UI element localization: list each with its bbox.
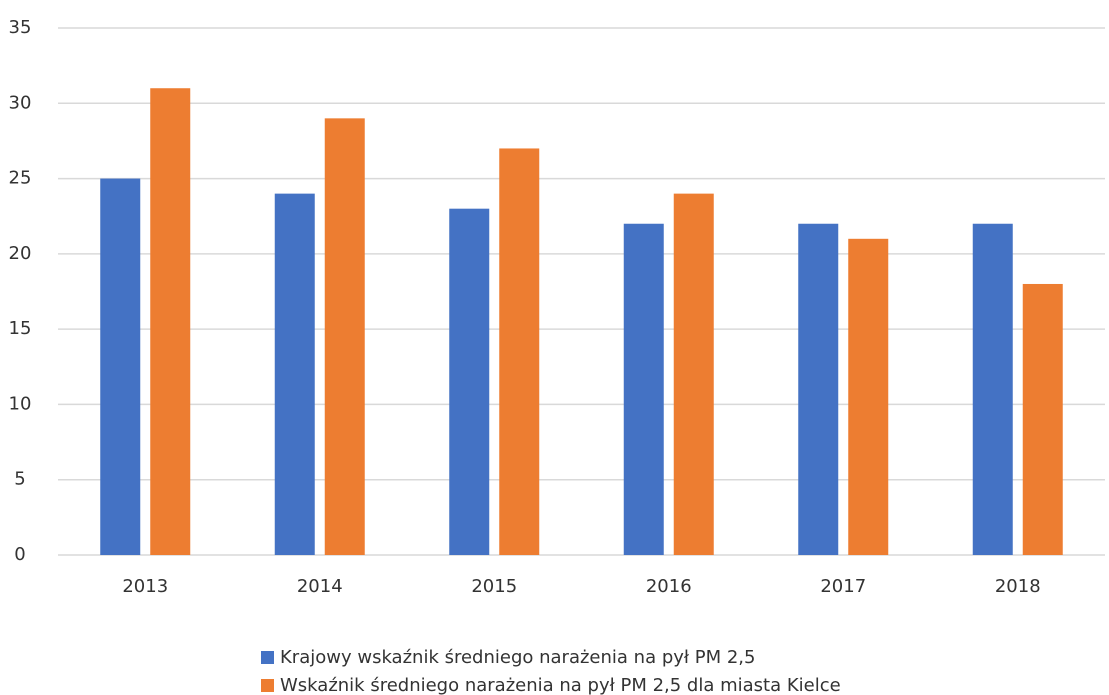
x-tick-label: 2013 — [122, 576, 168, 597]
x-tick-label: 2014 — [297, 576, 343, 597]
bar — [1022, 283, 1063, 555]
x-tick-label: 2018 — [995, 576, 1041, 597]
bar — [150, 88, 191, 555]
y-tick-label: 10 — [9, 393, 32, 414]
bar — [449, 208, 490, 555]
x-tick-label: 2015 — [471, 576, 517, 597]
y-tick-label: 0 — [14, 544, 25, 565]
y-tick-label: 5 — [14, 469, 25, 490]
bar — [274, 193, 315, 555]
x-tick-label: 2017 — [820, 576, 866, 597]
x-tick-label: 2016 — [646, 576, 692, 597]
legend-swatch — [261, 679, 274, 692]
y-tick-label: 20 — [9, 243, 32, 264]
y-tick-label: 25 — [9, 168, 32, 189]
bar — [972, 223, 1013, 555]
legend-swatch — [261, 651, 274, 664]
bar — [623, 223, 664, 555]
bar — [100, 178, 141, 556]
y-tick-label: 35 — [9, 17, 32, 38]
bar — [673, 193, 714, 555]
y-tick-label: 15 — [9, 318, 32, 339]
bar — [324, 118, 365, 555]
bar — [848, 238, 889, 556]
legend-label: Krajowy wskaźnik średniego narażenia na … — [280, 647, 755, 668]
bar — [798, 223, 839, 555]
y-tick-label: 30 — [9, 92, 32, 113]
legend-label: Wskaźnik średniego narażenia na pył PM 2… — [280, 675, 841, 695]
bar — [499, 148, 540, 555]
